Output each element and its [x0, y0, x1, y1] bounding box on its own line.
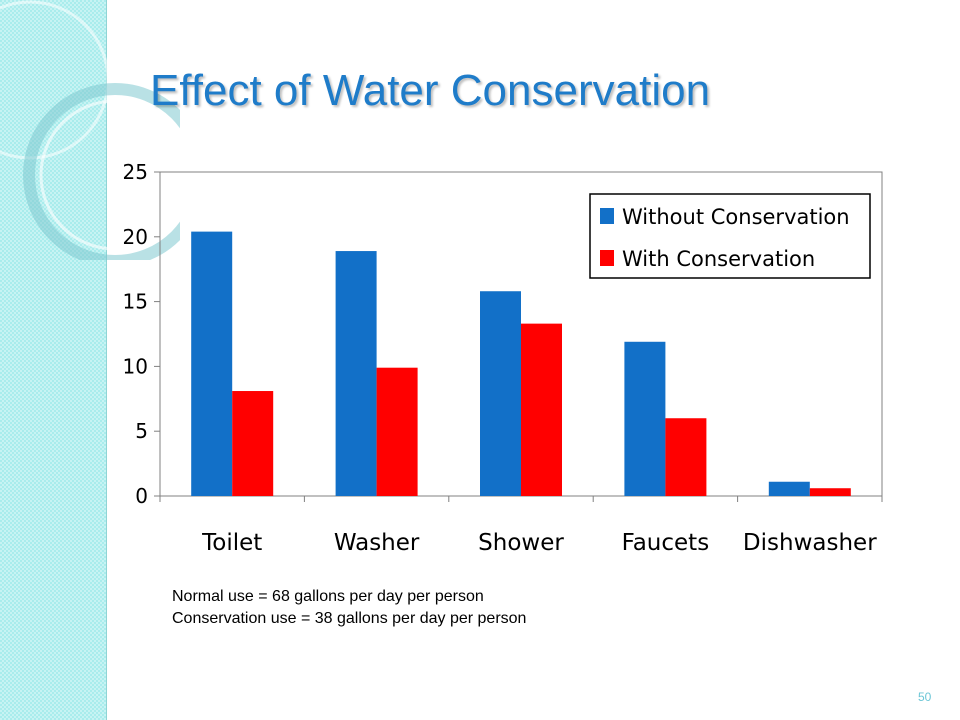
legend-label: With Conservation	[622, 247, 815, 271]
legend-box	[589, 193, 871, 279]
y-tick-label: 10	[123, 354, 148, 378]
slide-notes: Normal use = 68 gallons per day per pers…	[172, 586, 526, 630]
x-tick-label: Shower	[478, 530, 564, 556]
x-tick-label: Toilet	[201, 530, 262, 556]
bar-with-conservation	[232, 391, 274, 496]
y-tick-label: 15	[123, 290, 148, 314]
deco-circle-inner	[39, 99, 180, 251]
bar-with-conservation	[521, 323, 562, 496]
legend-swatch	[600, 208, 614, 224]
deco-circle-ring	[23, 83, 180, 260]
note-conservation-use: Conservation use = 38 gallons per day pe…	[172, 610, 527, 627]
legend-swatch	[600, 250, 614, 266]
y-tick-label: 5	[135, 419, 148, 443]
x-tick-label: Faucets	[622, 530, 710, 556]
bar-without-conservation	[191, 231, 233, 496]
x-tick-label: Washer	[334, 530, 420, 556]
bar-without-conservation	[335, 251, 377, 496]
bar-without-conservation	[768, 481, 810, 496]
y-tick-label: 20	[123, 225, 148, 249]
y-tick-label: 0	[135, 484, 148, 508]
bar-with-conservation	[809, 488, 851, 496]
bar-with-conservation	[376, 367, 418, 496]
bar-with-conservation	[665, 418, 707, 496]
y-tick-label: 25	[123, 160, 148, 184]
note-normal-use: Normal use = 68 gallons per day per pers…	[172, 588, 484, 605]
slide-title: Effect of Water Conservation	[150, 66, 711, 115]
legend-label: Without Conservation	[622, 205, 850, 229]
x-tick-label: Dishwasher	[743, 530, 877, 556]
decorative-circles	[0, 0, 180, 260]
page-number: 50	[918, 690, 932, 704]
bar-without-conservation	[480, 291, 521, 496]
bar-without-conservation	[624, 341, 666, 496]
